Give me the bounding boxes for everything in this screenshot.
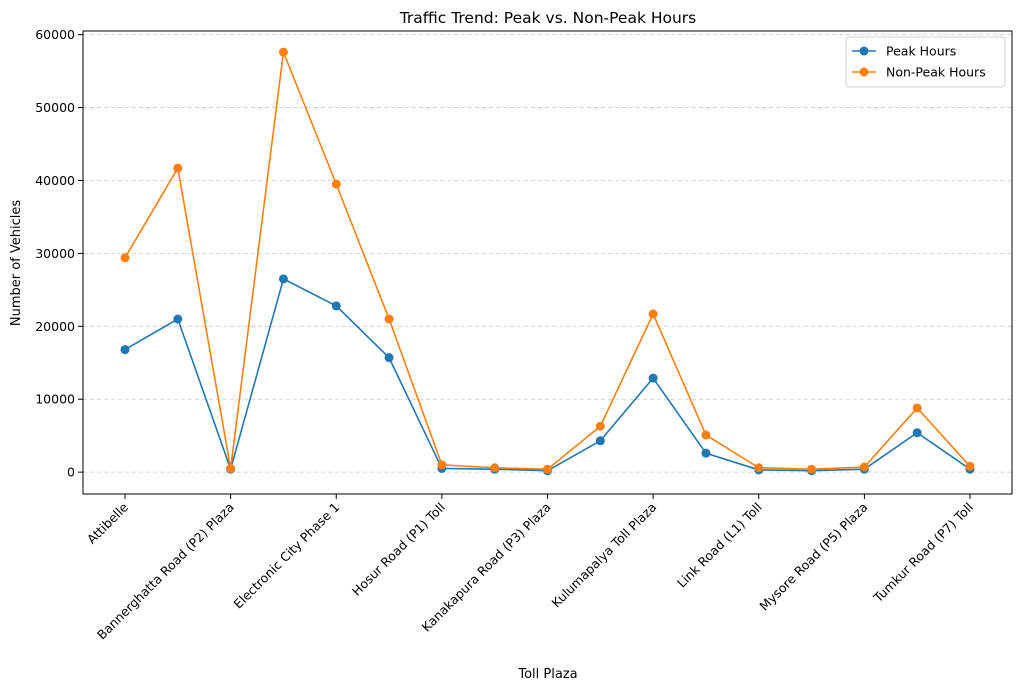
y-tick-label: 30000: [35, 246, 75, 261]
data-point: [912, 403, 922, 413]
data-point: [965, 461, 975, 471]
data-point: [331, 179, 341, 189]
x-tick-label: Kanakapura Road (P3) Plaza: [419, 500, 554, 635]
data-point: [754, 463, 764, 473]
data-point: [912, 428, 922, 438]
y-tick-label: 20000: [35, 319, 75, 334]
legend-marker: [859, 67, 869, 77]
y-tick-label: 0: [67, 465, 75, 480]
data-point: [384, 314, 394, 324]
x-tick-label: Kulumapalya Toll Plaza: [548, 500, 659, 611]
data-point: [648, 373, 658, 383]
data-point: [543, 464, 552, 474]
data-point: [595, 436, 605, 446]
y-tick-label: 10000: [35, 392, 75, 407]
x-tick-label: Link Road (L1) Toll: [674, 500, 765, 591]
data-point: [648, 309, 658, 319]
data-point: [384, 353, 394, 363]
data-point: [437, 460, 447, 470]
y-axis: 0 10000 20000 30000 40000 50000 60000: [35, 27, 83, 480]
gridlines: [83, 34, 1012, 473]
data-point: [807, 464, 817, 474]
series-line-1: [124, 48, 971, 471]
y-tick-label: 40000: [35, 173, 75, 188]
legend: Peak Hours Non-Peak Hours: [845, 36, 1006, 88]
data-point: [278, 274, 288, 284]
x-tick-label: Mysore Road (P5) Plaza: [756, 500, 870, 614]
x-tick-label: Tumkur Road (P7) Toll: [870, 500, 976, 606]
data-point: [226, 463, 236, 473]
data-point: [120, 253, 130, 263]
x-tick-label: Electronic City Phase 1: [230, 500, 342, 612]
legend-marker: [859, 46, 869, 56]
data-point: [701, 430, 711, 440]
x-tick-label: Hosur Road (P1) Toll: [349, 500, 448, 599]
legend-box: [845, 36, 1006, 88]
data-point: [331, 301, 341, 311]
data-point: [120, 345, 130, 355]
series-points: [120, 47, 975, 476]
data-point: [490, 463, 500, 473]
y-tick-label: 50000: [35, 100, 75, 115]
data-point: [859, 462, 869, 472]
legend-label: Non-Peak Hours: [886, 65, 986, 80]
y-axis-title: Number of Vehicles: [9, 200, 24, 327]
data-point: [595, 421, 605, 431]
series-lines: [124, 48, 971, 472]
data-point: [278, 47, 288, 57]
chart-title: Traffic Trend: Peak vs. Non-Peak Hours: [399, 9, 697, 27]
y-tick-label: 60000: [35, 27, 75, 42]
data-point: [173, 314, 183, 324]
legend-label: Peak Hours: [886, 44, 956, 59]
data-point: [701, 448, 711, 458]
x-axis-title: Toll Plaza: [517, 667, 577, 682]
data-point: [173, 163, 183, 173]
x-tick-label: Attibelle: [84, 499, 132, 547]
